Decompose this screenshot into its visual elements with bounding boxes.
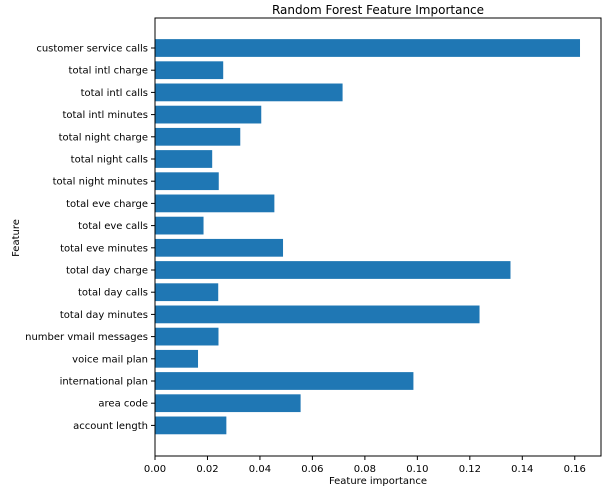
bar	[155, 349, 199, 368]
chart-title: Random Forest Feature Importance	[272, 3, 484, 17]
x-tick-label: 0.02	[196, 464, 218, 475]
y-tick-label: total day minutes	[60, 310, 148, 321]
x-tick-label: 0.14	[511, 464, 533, 475]
bar	[155, 105, 262, 124]
bar	[155, 261, 511, 279]
bar	[155, 416, 227, 435]
bar	[155, 327, 219, 346]
bar	[155, 39, 581, 57]
bar	[155, 61, 224, 80]
y-tick-label: total eve calls	[78, 221, 148, 232]
y-tick-label: total intl calls	[81, 88, 148, 99]
y-tick-label: total eve charge	[66, 199, 148, 210]
x-tick-label: 0.08	[354, 464, 376, 475]
x-tick-label: 0.04	[249, 464, 271, 475]
y-tick-label: total night charge	[59, 132, 148, 143]
x-tick-label: 0.16	[564, 464, 586, 475]
bar	[155, 83, 343, 102]
x-axis-label: Feature importance	[329, 476, 427, 487]
bar	[155, 150, 213, 168]
bar	[155, 194, 275, 213]
x-tick-label: 0.00	[144, 464, 166, 475]
y-tick-label: customer service calls	[36, 44, 148, 55]
y-axis-label: Feature	[11, 219, 22, 257]
y-tick-label: international plan	[60, 377, 148, 388]
y-tick-label: total day calls	[78, 288, 148, 299]
x-tick-label: 0.12	[459, 464, 481, 475]
y-tick-label: total night minutes	[53, 177, 148, 188]
bar	[155, 216, 204, 235]
y-axis-ticks: customer service calls total intl charge t…	[25, 44, 155, 432]
y-tick-label: number vmail messages	[25, 332, 148, 343]
x-axis-ticks: 0.00 0.02 0.04 0.06 0.08 0.10 0.12 0.14 0.16	[144, 456, 586, 475]
y-tick-label: total day charge	[66, 266, 148, 277]
x-tick-label: 0.06	[301, 464, 323, 475]
bar	[155, 372, 414, 390]
bars-group	[155, 39, 581, 435]
bar	[155, 172, 219, 191]
y-tick-label: total night calls	[71, 155, 148, 166]
plot-frame	[154, 17, 602, 457]
x-tick-label: 0.10	[406, 464, 428, 475]
y-tick-label: total intl minutes	[62, 110, 148, 121]
y-tick-label: area code	[98, 399, 148, 410]
y-tick-label: voice mail plan	[72, 354, 148, 365]
y-tick-label: total intl charge	[69, 66, 148, 77]
bar	[155, 238, 284, 257]
bar	[155, 127, 241, 146]
bar	[155, 305, 480, 324]
bar	[155, 283, 219, 302]
bar	[155, 394, 301, 413]
y-tick-label: account length	[73, 421, 148, 432]
y-tick-label: total eve minutes	[60, 243, 148, 254]
